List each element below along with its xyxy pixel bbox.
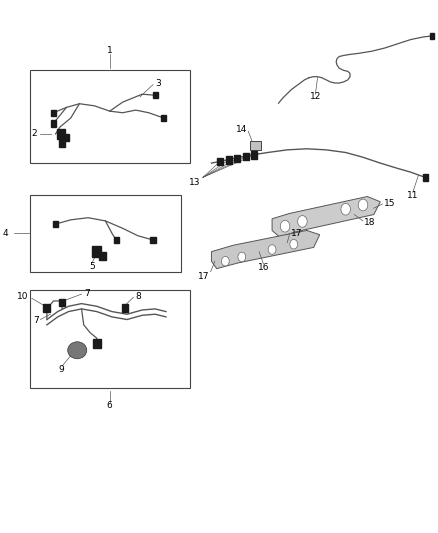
Text: 16: 16 <box>258 263 269 272</box>
Polygon shape <box>99 252 106 260</box>
Polygon shape <box>59 139 65 147</box>
Text: 11: 11 <box>407 191 419 200</box>
Circle shape <box>358 199 368 211</box>
Polygon shape <box>430 33 434 38</box>
Text: 17: 17 <box>198 271 209 280</box>
Polygon shape <box>150 237 155 243</box>
Text: 10: 10 <box>17 292 29 301</box>
Text: 9: 9 <box>58 366 64 374</box>
Text: 12: 12 <box>310 92 321 101</box>
Text: 14: 14 <box>236 125 247 134</box>
Polygon shape <box>423 174 428 181</box>
FancyBboxPatch shape <box>30 70 190 163</box>
Text: 1: 1 <box>107 46 113 55</box>
Circle shape <box>290 239 297 249</box>
FancyBboxPatch shape <box>30 290 190 389</box>
Text: 3: 3 <box>155 79 161 88</box>
Polygon shape <box>272 197 380 237</box>
Text: 7: 7 <box>33 316 39 325</box>
Polygon shape <box>122 304 128 312</box>
Text: 4: 4 <box>2 229 8 238</box>
Text: 2: 2 <box>32 130 37 139</box>
Circle shape <box>280 220 290 232</box>
Text: 13: 13 <box>189 178 201 187</box>
Text: 8: 8 <box>136 292 141 301</box>
Polygon shape <box>152 92 158 99</box>
Text: 7: 7 <box>84 289 89 298</box>
Polygon shape <box>251 151 257 159</box>
Polygon shape <box>161 115 166 121</box>
Circle shape <box>341 204 350 215</box>
Text: 5: 5 <box>89 262 95 271</box>
Polygon shape <box>93 338 101 348</box>
Ellipse shape <box>68 342 87 359</box>
Circle shape <box>222 256 229 266</box>
Text: 15: 15 <box>384 199 395 208</box>
Polygon shape <box>64 134 70 141</box>
Polygon shape <box>51 120 56 126</box>
Circle shape <box>238 252 246 262</box>
Circle shape <box>268 245 276 254</box>
Polygon shape <box>212 230 320 269</box>
Polygon shape <box>53 221 58 227</box>
Text: 18: 18 <box>364 218 376 227</box>
Polygon shape <box>243 153 249 160</box>
FancyBboxPatch shape <box>251 141 261 150</box>
Polygon shape <box>234 155 240 162</box>
Polygon shape <box>59 299 65 306</box>
Polygon shape <box>113 237 119 243</box>
Text: 6: 6 <box>107 401 113 410</box>
Polygon shape <box>42 304 49 312</box>
Text: 17: 17 <box>291 229 302 238</box>
Polygon shape <box>51 110 56 116</box>
Polygon shape <box>92 246 101 257</box>
Polygon shape <box>217 158 223 165</box>
Polygon shape <box>226 156 232 164</box>
Circle shape <box>297 216 307 227</box>
FancyBboxPatch shape <box>30 195 181 272</box>
Polygon shape <box>57 129 65 139</box>
